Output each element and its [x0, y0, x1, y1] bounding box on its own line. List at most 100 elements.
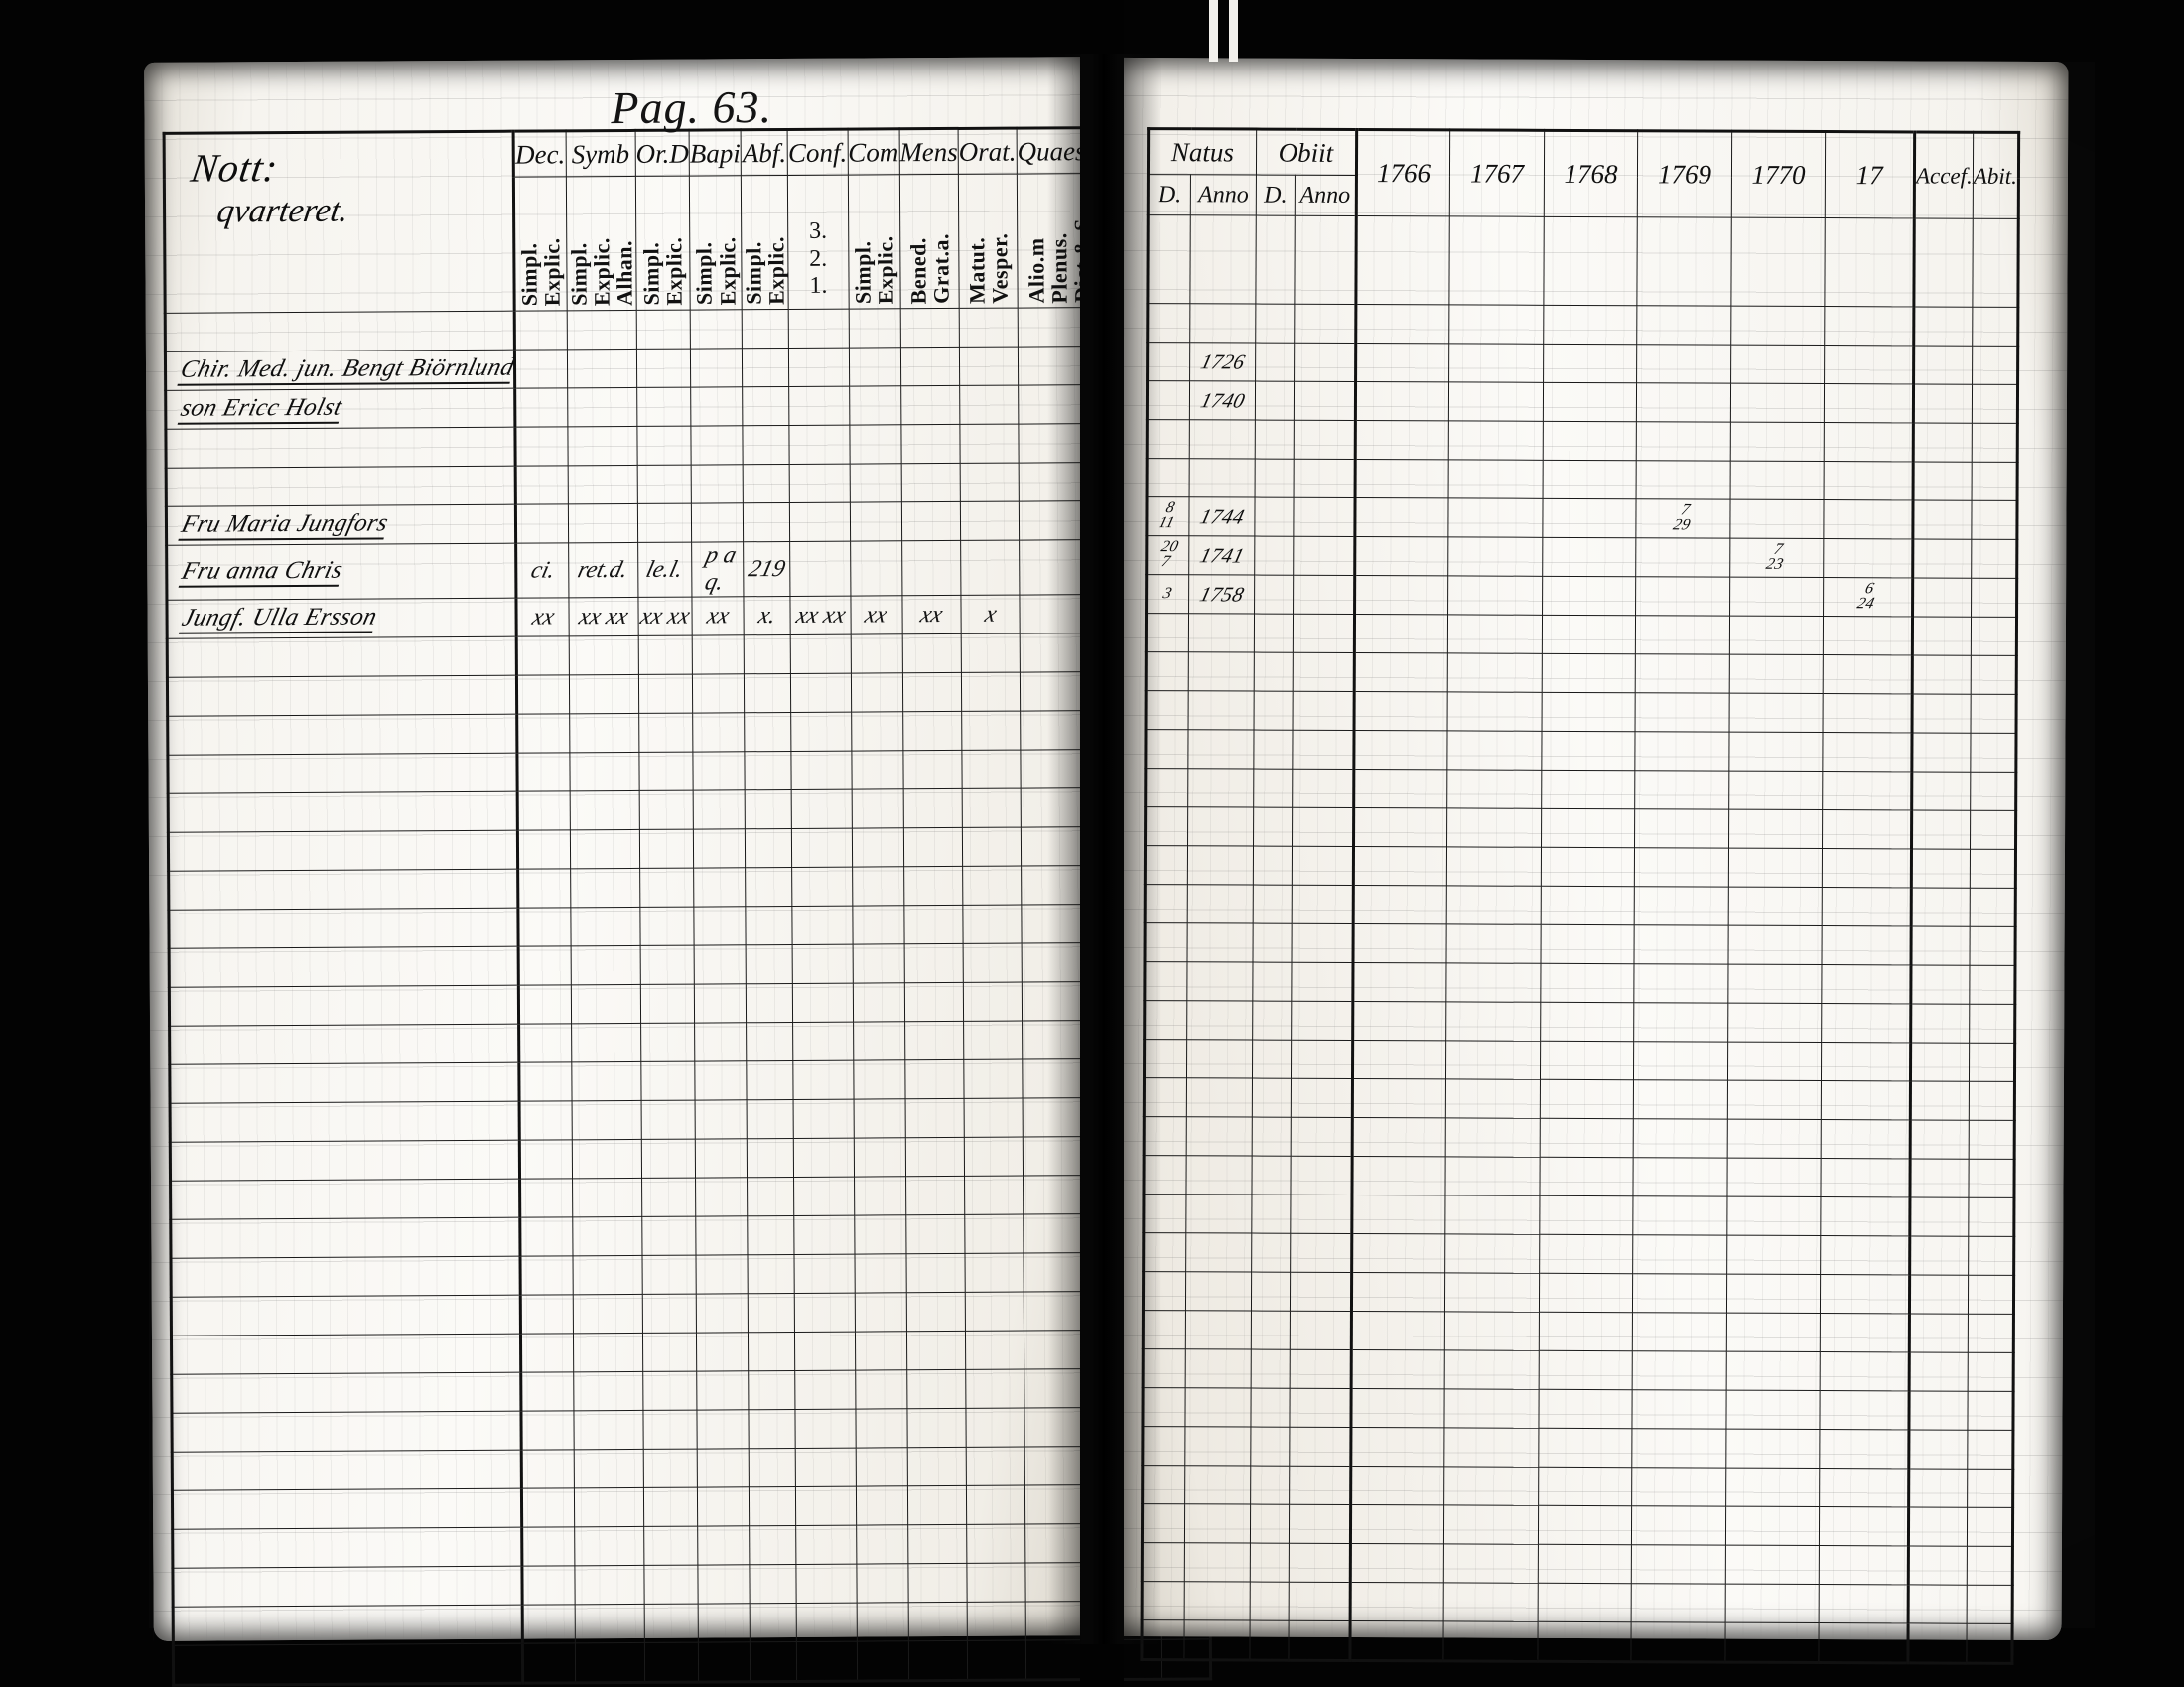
- natus-anno-cell[interactable]: [1187, 922, 1253, 963]
- data-cell[interactable]: [795, 1525, 857, 1565]
- row-name-cell[interactable]: [167, 753, 518, 794]
- year-cell-1766[interactable]: [1350, 1504, 1445, 1544]
- data-cell[interactable]: [695, 1099, 748, 1140]
- table-row[interactable]: [169, 941, 1206, 988]
- natus-day-cell[interactable]: [1143, 1155, 1187, 1195]
- data-cell[interactable]: [518, 1023, 572, 1063]
- year-cell-1769[interactable]: [1633, 1041, 1728, 1081]
- data-cell[interactable]: [643, 1449, 698, 1488]
- obiit-anno-cell[interactable]: [1294, 343, 1356, 382]
- obiit-day-cell[interactable]: [1251, 1117, 1292, 1157]
- table-row[interactable]: [168, 786, 1205, 833]
- table-row[interactable]: [167, 709, 1205, 756]
- year-cell-1769[interactable]: [1636, 537, 1730, 578]
- data-cell[interactable]: [851, 750, 903, 790]
- row-name-cell[interactable]: [173, 1643, 523, 1686]
- table-row[interactable]: [1144, 961, 2015, 1005]
- data-cell[interactable]: [963, 1059, 1023, 1099]
- data-cell[interactable]: [907, 1640, 968, 1681]
- accef-cell[interactable]: [1908, 1545, 1968, 1586]
- year-cell-17[interactable]: [1822, 809, 1912, 849]
- year-cell-1770[interactable]: [1730, 383, 1825, 423]
- table-row[interactable]: [165, 306, 1202, 352]
- accef-cell[interactable]: [1908, 1506, 1968, 1547]
- data-cell[interactable]: [791, 828, 853, 868]
- data-cell[interactable]: [900, 463, 961, 502]
- natus-anno-cell[interactable]: [1184, 1503, 1251, 1544]
- data-cell[interactable]: [962, 905, 1022, 944]
- natus-anno-cell[interactable]: [1190, 303, 1256, 344]
- row-name-cell[interactable]: [165, 311, 515, 352]
- obiit-day-cell[interactable]: [1251, 1156, 1292, 1195]
- obiit-anno-cell[interactable]: [1294, 420, 1356, 460]
- year-cell-1768[interactable]: [1540, 1041, 1635, 1080]
- table-row[interactable]: [1145, 729, 2017, 773]
- natus-day-cell[interactable]: [1145, 768, 1189, 807]
- year-cell-1768[interactable]: [1542, 498, 1637, 538]
- accef-cell[interactable]: [1908, 1584, 1968, 1624]
- table-row[interactable]: [1144, 1116, 2015, 1160]
- row-name-cell[interactable]: [171, 1372, 522, 1414]
- year-cell-17[interactable]: [1822, 887, 1912, 926]
- data-cell[interactable]: [521, 1449, 574, 1489]
- data-cell[interactable]: [697, 1564, 751, 1605]
- year-cell-1769[interactable]: [1634, 847, 1729, 888]
- year-cell-1767[interactable]: [1446, 807, 1542, 848]
- year-cell-1767[interactable]: [1445, 1195, 1540, 1235]
- row-name-cell[interactable]: [170, 1179, 521, 1220]
- data-cell[interactable]: [638, 752, 694, 791]
- data-cell[interactable]: [794, 1293, 856, 1333]
- data-cell[interactable]: [697, 1448, 750, 1488]
- year-cell-1768[interactable]: [1543, 382, 1637, 422]
- natus-anno-cell[interactable]: [1185, 1426, 1251, 1467]
- accef-cell[interactable]: [1913, 345, 1973, 385]
- accef-cell[interactable]: [1909, 1351, 1969, 1392]
- data-cell[interactable]: [517, 868, 571, 909]
- data-cell[interactable]: [515, 503, 569, 544]
- data-cell[interactable]: [849, 463, 901, 503]
- table-row[interactable]: [172, 1561, 1210, 1608]
- table-row[interactable]: [1143, 1348, 2014, 1392]
- data-cell[interactable]: [788, 348, 850, 387]
- data-cell[interactable]: [900, 501, 961, 541]
- natus-anno-cell[interactable]: [1186, 1116, 1253, 1157]
- abit-cell[interactable]: [1970, 694, 2017, 734]
- year-cell-1770[interactable]: [1728, 848, 1823, 888]
- accef-cell[interactable]: [1909, 1313, 1969, 1353]
- year-cell-1766[interactable]: [1352, 1117, 1446, 1157]
- data-cell[interactable]: [851, 827, 904, 868]
- data-cell[interactable]: [899, 308, 960, 348]
- data-cell[interactable]: [636, 465, 692, 504]
- year-cell-1769[interactable]: [1635, 692, 1730, 733]
- obiit-anno-cell[interactable]: [1293, 575, 1355, 615]
- obiit-anno-cell[interactable]: [1292, 846, 1354, 886]
- data-cell[interactable]: [789, 464, 850, 503]
- table-row[interactable]: [170, 1174, 1208, 1220]
- obiit-day-cell[interactable]: [1252, 885, 1293, 924]
- natus-day-cell[interactable]: [1147, 458, 1190, 497]
- table-row[interactable]: [1144, 1000, 2015, 1044]
- year-cell-1767[interactable]: [1444, 1272, 1540, 1313]
- year-cell-1770[interactable]: [1724, 1584, 1820, 1623]
- year-cell-1770[interactable]: [1724, 1622, 1820, 1663]
- year-cell-17[interactable]: [1822, 848, 1912, 888]
- year-cell-1767[interactable]: [1447, 652, 1543, 693]
- data-cell[interactable]: [906, 1485, 967, 1525]
- abit-cell[interactable]: [1971, 500, 2018, 540]
- row-name-cell[interactable]: [170, 1101, 520, 1143]
- natus-day-cell[interactable]: [1142, 1542, 1185, 1582]
- year-cell-1769[interactable]: [1634, 886, 1729, 926]
- year-cell-1768[interactable]: [1538, 1505, 1632, 1545]
- table-row[interactable]: Fru Maria Jungfors: [166, 499, 1204, 546]
- data-cell[interactable]: [906, 1369, 966, 1409]
- table-row[interactable]: [1142, 1465, 2013, 1508]
- data-cell[interactable]: [746, 983, 793, 1023]
- obiit-anno-cell[interactable]: [1294, 497, 1355, 537]
- accef-cell[interactable]: [1913, 422, 1973, 463]
- data-cell[interactable]: xx xx: [568, 597, 639, 636]
- data-cell[interactable]: [899, 347, 960, 386]
- table-row[interactable]: Jungf. Ulla Ersson xx xx xx xx xx xx x. xx xx x…: [166, 593, 1204, 639]
- data-cell[interactable]: [517, 752, 570, 792]
- year-cell-1766[interactable]: [1354, 652, 1448, 692]
- year-cell-1766[interactable]: [1355, 304, 1450, 344]
